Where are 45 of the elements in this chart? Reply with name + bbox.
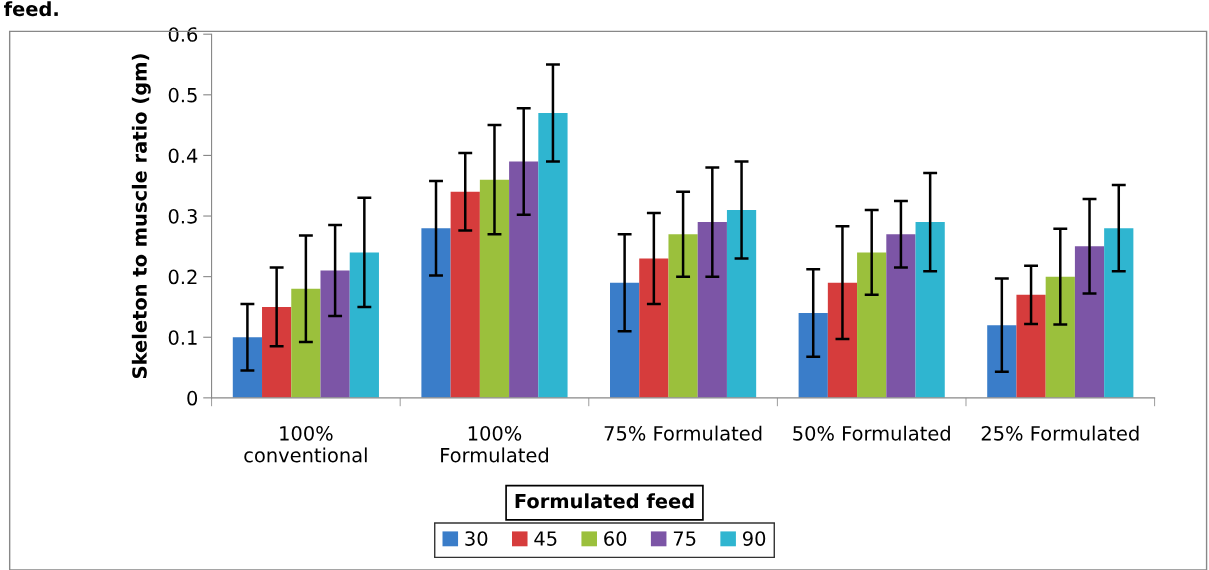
bar — [610, 282, 640, 398]
bar — [509, 161, 539, 398]
bar — [798, 313, 828, 398]
bar — [479, 179, 510, 398]
y-tick-label: 0.3 — [168, 208, 197, 224]
bar — [987, 325, 1017, 398]
bar — [232, 337, 263, 398]
x-tick-label: 75% Formulated — [604, 425, 762, 441]
bar — [262, 306, 292, 398]
bar — [421, 228, 451, 398]
bar — [349, 252, 379, 398]
bar — [291, 288, 321, 398]
bar — [827, 282, 858, 398]
x-axis-title: Formulated feed — [515, 493, 694, 509]
y-tick-label: 0.6 — [168, 27, 198, 42]
legend-label: 60 — [604, 531, 627, 546]
legend-label: 90 — [742, 531, 766, 546]
bar — [915, 222, 945, 398]
bar — [857, 252, 887, 398]
y-tick-label: 0.2 — [168, 269, 197, 285]
legend-label: 75 — [673, 531, 696, 546]
x-tick-label: 25% Formulated — [981, 425, 1139, 441]
bar — [639, 258, 669, 398]
x-tick-label: 100% Formulated — [441, 425, 548, 463]
y-tick-label: 0.1 — [168, 330, 197, 345]
x-tick-label: 50% Formulated — [793, 425, 950, 441]
y-tick-label: 0.4 — [168, 148, 198, 164]
text: feed. — [4, 1, 58, 17]
bar — [697, 222, 727, 398]
bar — [320, 270, 350, 398]
bar — [1016, 294, 1046, 398]
x-tick-label: 100% conventional — [244, 425, 367, 463]
y-tick-label: 0.5 — [168, 87, 197, 103]
bar — [1074, 246, 1105, 398]
y-tick-label: 0 — [187, 390, 198, 406]
bar — [886, 234, 916, 398]
y-axis-title: Skeleton to muscle ratio (gm) — [131, 54, 151, 378]
bar — [668, 234, 698, 398]
bar — [1045, 276, 1075, 398]
legend-label: 45 — [534, 531, 557, 546]
bar — [1104, 228, 1134, 398]
bar — [726, 209, 757, 398]
bar — [450, 191, 480, 398]
legend-label: 30 — [465, 531, 488, 546]
bar — [538, 112, 568, 398]
